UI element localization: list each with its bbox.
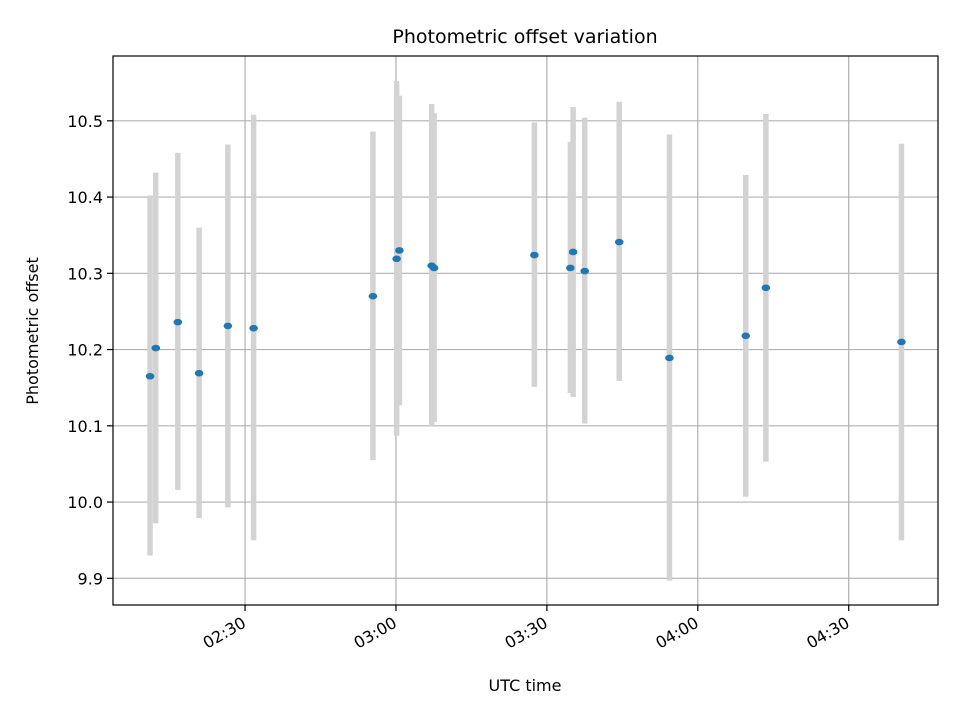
- plot-area: [113, 56, 938, 605]
- data-point: [566, 264, 575, 272]
- y-tick-label: 10.4: [67, 188, 103, 207]
- y-tick-label: 10.3: [67, 264, 103, 283]
- y-tick-label: 10.2: [67, 341, 103, 360]
- y-tick-label: 9.9: [78, 569, 103, 588]
- data-points: [145, 238, 906, 380]
- data-point: [665, 354, 674, 362]
- y-tick-label: 10.0: [67, 493, 103, 512]
- data-point: [173, 318, 183, 326]
- data-point: [395, 247, 404, 254]
- data-point: [741, 332, 751, 340]
- y-axis-label: Photometric offset: [23, 257, 42, 405]
- data-point: [568, 248, 578, 256]
- data-point: [145, 372, 155, 380]
- data-point: [194, 369, 204, 377]
- data-point: [223, 322, 233, 330]
- data-point: [897, 338, 906, 346]
- data-point: [151, 344, 161, 352]
- chart-title: Photometric offset variation: [392, 26, 657, 48]
- data-point: [249, 324, 258, 332]
- y-tick-label: 10.1: [67, 417, 103, 436]
- data-point: [761, 284, 771, 292]
- y-tick-label: 10.5: [67, 112, 103, 131]
- data-point: [392, 255, 401, 263]
- data-point: [530, 251, 539, 259]
- data-point: [368, 292, 378, 300]
- data-point: [429, 264, 439, 272]
- data-point: [614, 238, 624, 246]
- plot-frame: [112, 55, 939, 606]
- data-point: [580, 267, 589, 275]
- x-axis-label: UTC time: [489, 676, 562, 695]
